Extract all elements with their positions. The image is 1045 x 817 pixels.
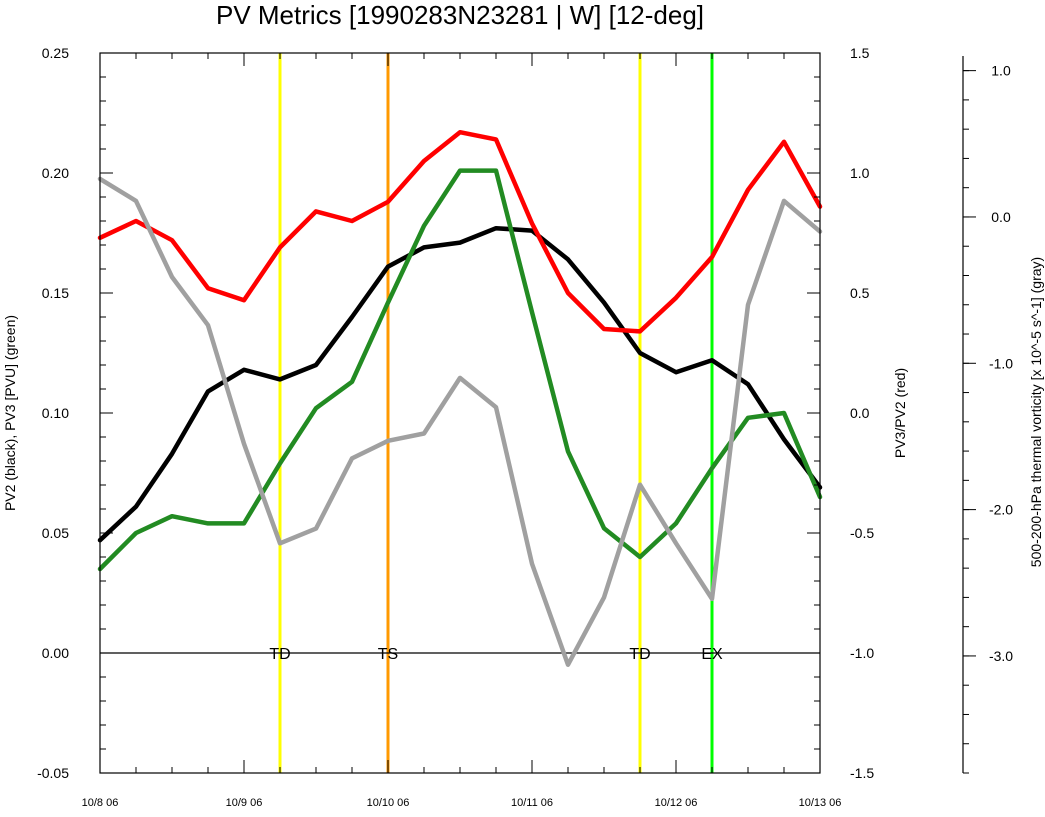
left-tick-label: 0.20 bbox=[42, 165, 69, 181]
chart-title: PV Metrics [1990283N23281 | W] [12-deg] bbox=[216, 0, 704, 30]
right-tick-label: 0.0 bbox=[850, 405, 870, 421]
x-tick-label: 10/11 06 bbox=[511, 797, 553, 809]
thermal-vorticity-gray-line bbox=[97, 176, 823, 667]
stage-marker-labels: TD TS TD EX bbox=[269, 646, 723, 663]
left-tick-label: 0.25 bbox=[42, 45, 69, 61]
right-tick-label: -1.5 bbox=[850, 765, 874, 781]
stage-label-ex: EX bbox=[701, 646, 723, 663]
right-tick-label: 0.5 bbox=[850, 285, 870, 301]
left-tick-label: 0.15 bbox=[42, 285, 69, 301]
far-right-axis: -3.0 -2.0 -1.0 0.0 1.0 bbox=[962, 56, 1013, 774]
far-right-tick-label: -2.0 bbox=[989, 502, 1013, 518]
stage-label-td: TD bbox=[269, 646, 290, 663]
left-tick-label: 0.00 bbox=[42, 645, 69, 661]
pv3-green-line bbox=[97, 168, 823, 572]
data-series bbox=[97, 129, 823, 667]
left-tick-label: 0.05 bbox=[42, 525, 69, 541]
right-tick-label: 1.5 bbox=[850, 45, 870, 61]
stage-label-td: TD bbox=[629, 646, 650, 663]
right-tick-label: 1.0 bbox=[850, 165, 870, 181]
x-tick-label: 10/9 06 bbox=[226, 797, 263, 809]
right-tick-label: -0.5 bbox=[850, 525, 874, 541]
x-tick-label: 10/8 06 bbox=[82, 797, 119, 809]
far-right-tick-label: 1.0 bbox=[991, 63, 1011, 79]
stage-label-ts: TS bbox=[378, 646, 398, 663]
far-right-tick-label: -1.0 bbox=[989, 355, 1013, 371]
left-axis-label: PV2 (black), PV3 [PVU] (green) bbox=[2, 315, 18, 511]
left-tick-label: -0.05 bbox=[37, 765, 69, 781]
pv2-black-line bbox=[97, 225, 823, 543]
right-axis-label: PV3/PV2 (red) bbox=[892, 368, 908, 458]
right-tick-label: -1.0 bbox=[850, 645, 874, 661]
far-right-tick-label: -3.0 bbox=[989, 648, 1013, 664]
pv-ratio-red-line bbox=[97, 129, 823, 334]
x-axis-ticks: 10/8 06 10/9 06 10/10 06 10/11 06 10/12 06 10… bbox=[82, 53, 842, 809]
far-right-tick-label: 0.0 bbox=[991, 209, 1011, 225]
right-axis-ticks: -1.5 -1.0 -0.5 0.0 0.5 1.0 1.5 bbox=[807, 45, 874, 781]
x-tick-label: 10/10 06 bbox=[367, 797, 410, 809]
left-tick-label: 0.10 bbox=[42, 405, 69, 421]
x-tick-label: 10/13 06 bbox=[799, 797, 842, 809]
x-tick-label: 10/12 06 bbox=[655, 797, 698, 809]
left-axis-ticks: -0.05 0.00 0.05 0.10 0.15 0.20 0.25 bbox=[37, 45, 113, 781]
far-right-axis-label: 500-200-hPa thermal vorticity [x 10^-5 s… bbox=[1028, 257, 1044, 567]
